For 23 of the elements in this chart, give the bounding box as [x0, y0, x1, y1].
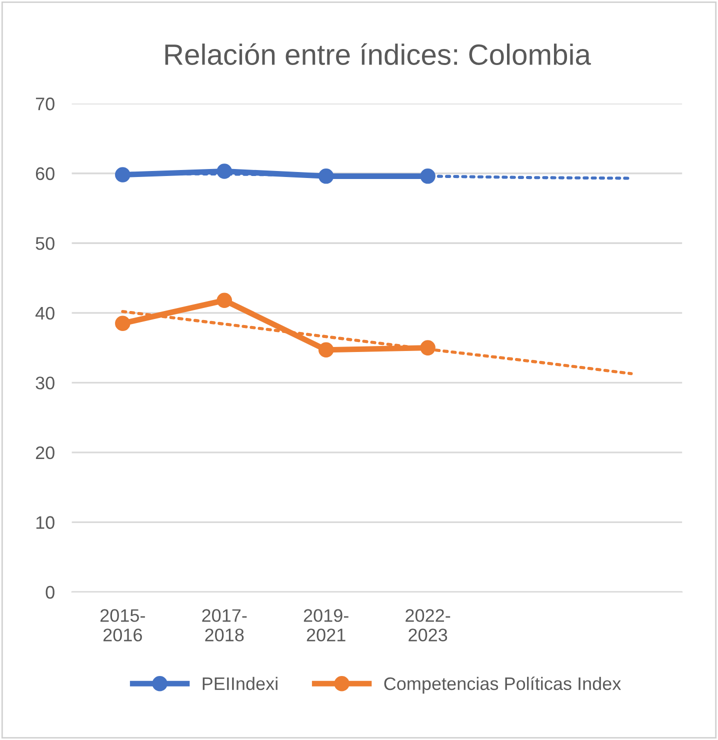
point: [216, 292, 232, 308]
y-tick-label: 60: [36, 167, 54, 180]
x-tick-label: 2019- 2021: [304, 609, 348, 642]
point: [420, 340, 436, 356]
point: [115, 316, 130, 332]
y-tick-label: 50: [36, 237, 54, 250]
chart-title: Relación entre índices: Colombia: [165, 43, 591, 65]
point: [420, 168, 436, 184]
legend-label: Competencias Políticas Index: [384, 676, 621, 694]
point: [318, 342, 334, 358]
legend-label: PEIIndexi: [202, 676, 278, 690]
y-tick-label: 70: [36, 98, 54, 110]
point: [115, 167, 130, 182]
y-tick-label: 0: [46, 586, 54, 599]
x-tick-label: 2017- 2018: [202, 609, 247, 642]
point: [216, 164, 232, 179]
y-tick-label: 20: [36, 446, 54, 460]
x-tick-label: 2015- 2016: [100, 609, 145, 642]
y-tick-label: 40: [35, 306, 54, 320]
x-tick-label: 2022- 2023: [406, 609, 450, 642]
point: [318, 168, 334, 184]
y-tick-label: 30: [36, 376, 54, 390]
y-tick-label: 10: [36, 516, 54, 529]
